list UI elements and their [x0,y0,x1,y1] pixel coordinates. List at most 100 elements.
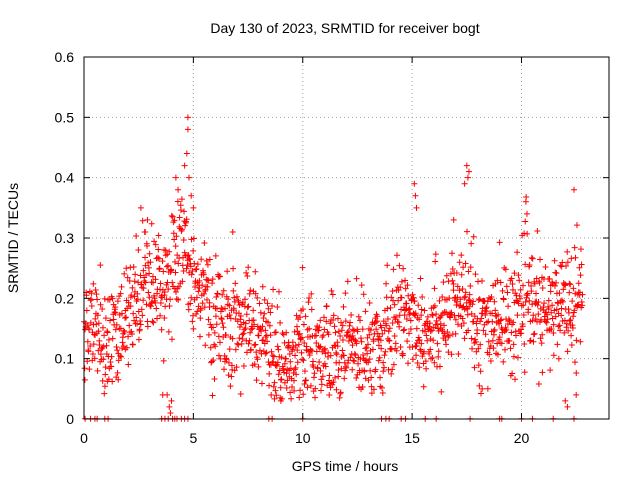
data-point [103,342,110,349]
data-point [340,352,347,359]
data-point [471,313,478,320]
data-point [575,301,582,308]
data-point [108,353,115,360]
data-point [564,259,571,266]
data-point [475,297,482,304]
data-point [316,359,323,366]
data-point [533,290,540,297]
data-point [307,382,314,389]
data-point [459,285,466,292]
data-point [548,309,555,316]
data-point [388,370,395,377]
data-point [287,389,294,396]
data-point [448,351,455,358]
data-point [177,207,184,214]
data-point [380,368,387,375]
y-tick-label: 0.3 [55,230,75,246]
data-point [465,268,472,275]
data-point [445,349,452,356]
data-point [529,255,536,262]
data-point [449,266,456,273]
data-point [204,276,211,283]
data-point [459,315,466,322]
data-point [287,358,294,365]
data-point [381,364,388,371]
data-point [133,314,140,321]
data-point [450,216,457,223]
data-point [369,346,376,353]
data-point [484,385,491,392]
data-point [384,316,391,323]
data-point [271,395,278,402]
data-point [126,322,133,329]
data-point [298,349,305,356]
data-point [86,326,93,333]
data-point [233,293,240,300]
data-point [231,294,238,301]
data-point [456,259,463,266]
data-point [252,290,259,297]
data-point [182,222,189,229]
data-point [380,359,387,366]
data-point [413,204,420,211]
data-point [423,365,430,372]
data-point [187,263,194,270]
data-point [181,249,188,256]
data-point [388,346,395,353]
data-point [558,305,565,312]
data-point [175,283,182,290]
data-point [205,331,212,338]
data-point [441,322,448,329]
data-point [291,387,298,394]
data-point [528,254,535,261]
data-point [183,150,190,157]
data-point [519,323,526,330]
data-point [185,252,192,259]
data-point [310,358,317,365]
data-point [261,310,268,317]
data-point [213,321,220,328]
data-point [383,322,390,329]
data-point [264,319,271,326]
data-point [442,337,449,344]
data-point [396,323,403,330]
data-point [109,335,116,342]
data-point [154,254,161,261]
data-point [141,278,148,285]
data-point [208,358,215,365]
data-point [397,343,404,350]
data-point [564,403,571,410]
data-point [508,275,515,282]
data-point [268,348,275,355]
data-point [161,289,168,296]
data-point [530,331,537,338]
data-point [418,340,425,347]
data-point [312,394,319,401]
data-point [132,271,139,278]
data-point [569,324,576,331]
data-point [445,333,452,340]
data-point [553,270,560,277]
data-point [411,297,418,304]
data-point [416,364,423,371]
data-point [331,323,338,330]
data-point [559,259,566,266]
data-point [329,291,336,298]
data-point [81,365,88,372]
data-point [167,409,174,416]
data-point [130,264,137,271]
data-point [495,311,502,318]
data-point [146,250,153,257]
data-point [86,366,93,373]
data-point [318,376,325,383]
data-point [191,260,198,267]
data-point [376,354,383,361]
data-point [170,230,177,237]
data-point [523,210,530,217]
data-point [524,290,531,297]
data-point [274,304,281,311]
data-point [431,285,438,292]
data-point [502,346,509,353]
data-point [351,327,358,334]
data-point [454,321,461,328]
